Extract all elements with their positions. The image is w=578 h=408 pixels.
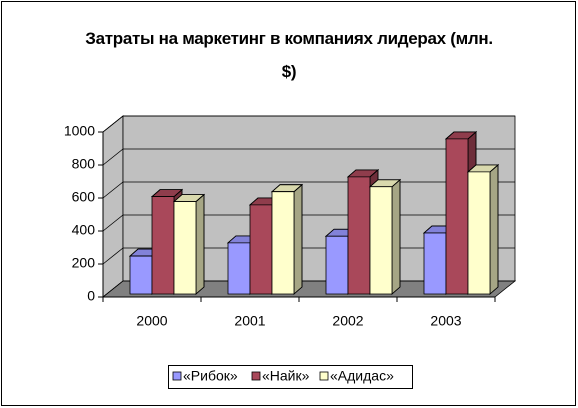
bar-front bbox=[129, 255, 153, 295]
bar-front bbox=[227, 242, 251, 295]
y-tick-label: 200 bbox=[72, 255, 96, 271]
y-tick-label: 800 bbox=[72, 156, 96, 172]
legend-label: «Найк» bbox=[262, 368, 310, 384]
bar-front bbox=[423, 232, 447, 295]
bar-front bbox=[347, 176, 371, 295]
bar-side-shade bbox=[391, 178, 401, 295]
bar-front bbox=[369, 186, 393, 295]
bar-front bbox=[325, 235, 349, 295]
bar-side-shade bbox=[195, 193, 205, 295]
bar bbox=[368, 178, 402, 295]
bar-front bbox=[445, 138, 469, 295]
bar-front bbox=[467, 171, 491, 295]
y-tick-label: 1000 bbox=[64, 123, 95, 139]
x-tick-label: 2000 bbox=[136, 313, 167, 329]
side-wall bbox=[102, 115, 124, 298]
legend-box bbox=[168, 365, 413, 389]
grid-line bbox=[102, 115, 515, 133]
y-tick-label: 0 bbox=[87, 288, 95, 304]
bar bbox=[466, 164, 500, 295]
x-tick-label: 2001 bbox=[234, 313, 265, 329]
bar-front bbox=[271, 191, 295, 295]
legend-swatch bbox=[251, 371, 261, 381]
y-tick-label: 400 bbox=[72, 222, 96, 238]
grid-line bbox=[102, 148, 515, 166]
bar bbox=[270, 183, 304, 295]
bar-side-shade bbox=[489, 164, 499, 295]
x-tick-label: 2002 bbox=[332, 313, 363, 329]
bar-side-shade bbox=[293, 183, 303, 295]
bar-front bbox=[151, 196, 175, 295]
legend-label: «Адидас» bbox=[330, 368, 394, 384]
bar bbox=[172, 193, 206, 295]
legend-label: «Рибок» bbox=[183, 368, 238, 384]
bar-front bbox=[173, 201, 197, 295]
x-tick-label: 2003 bbox=[430, 313, 461, 329]
legend-swatch bbox=[319, 371, 329, 381]
legend-swatch bbox=[172, 371, 182, 381]
y-tick-label: 600 bbox=[72, 189, 96, 205]
chart-title: Затраты на маркетинг в компаниях лидерах… bbox=[85, 29, 493, 81]
bar-front bbox=[249, 204, 273, 295]
